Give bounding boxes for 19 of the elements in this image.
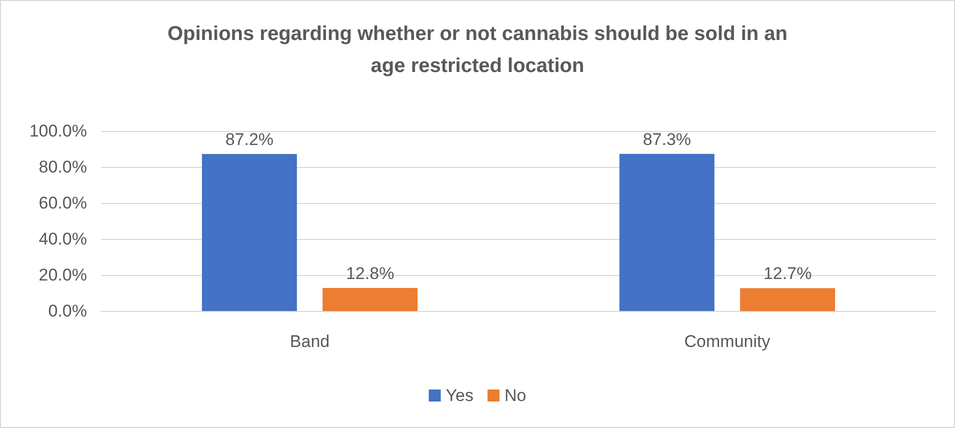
legend-label: No	[504, 386, 526, 405]
data-label: 87.2%	[225, 130, 274, 150]
bar	[202, 154, 297, 311]
y-tick-label: 40.0%	[38, 230, 87, 248]
y-tick-label: 60.0%	[38, 194, 87, 212]
data-label: 12.7%	[763, 264, 812, 284]
bar	[619, 154, 714, 311]
bar	[740, 288, 836, 311]
x-tick-label: Band	[290, 332, 330, 351]
data-label: 12.8%	[346, 264, 394, 283]
bar	[322, 288, 418, 311]
y-tick-label: 100.0%	[29, 122, 87, 140]
x-tick-label: Community	[684, 332, 771, 351]
chart-title: Opinions regarding whether or not cannabis should be sold in an age restricted location	[167, 23, 788, 77]
y-tick-label: 20.0%	[38, 266, 87, 284]
y-tick-label: 0.0%	[48, 302, 87, 320]
legend-label: Yes	[446, 386, 474, 405]
y-tick-label: 80.0%	[38, 158, 87, 176]
data-label: 87.3%	[642, 130, 692, 149]
